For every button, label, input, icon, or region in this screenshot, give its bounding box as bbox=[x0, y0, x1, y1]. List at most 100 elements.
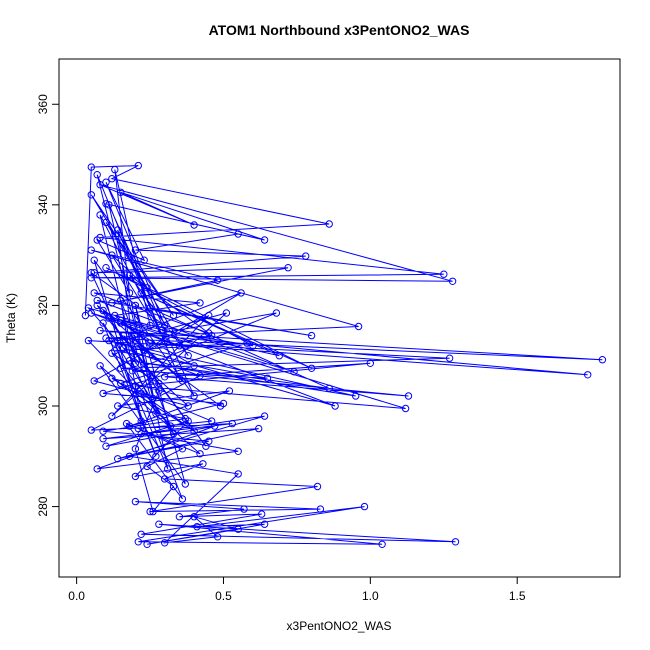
data-point bbox=[134, 161, 143, 170]
data-point bbox=[161, 373, 169, 381]
data-point bbox=[146, 507, 154, 516]
data-point bbox=[84, 336, 93, 345]
data-point bbox=[87, 163, 96, 171]
series-line bbox=[84, 165, 603, 545]
data-point bbox=[228, 419, 237, 428]
data-point bbox=[108, 175, 116, 183]
data-point bbox=[90, 377, 98, 385]
data-point bbox=[125, 289, 134, 297]
data-point bbox=[128, 334, 137, 342]
data-point bbox=[99, 427, 107, 435]
data-point bbox=[445, 354, 454, 362]
data-point bbox=[196, 299, 204, 307]
data-point bbox=[360, 502, 369, 511]
data-point bbox=[114, 336, 122, 345]
data-point bbox=[149, 394, 157, 403]
data-point bbox=[161, 475, 169, 483]
data-point bbox=[90, 289, 98, 297]
data-point bbox=[260, 520, 269, 528]
data-point bbox=[190, 362, 198, 370]
data-point bbox=[166, 422, 175, 430]
data-point bbox=[143, 462, 151, 471]
data-point bbox=[149, 342, 157, 350]
data-point bbox=[111, 165, 119, 174]
data-point bbox=[143, 284, 151, 292]
data-point bbox=[99, 319, 107, 327]
x-tick-label: 1.0 bbox=[362, 589, 379, 603]
data-point bbox=[199, 460, 207, 468]
data-point bbox=[237, 289, 245, 297]
data-point bbox=[96, 362, 104, 370]
data-point bbox=[193, 523, 201, 531]
data-point bbox=[122, 419, 131, 428]
data-point bbox=[169, 430, 178, 438]
data-point bbox=[404, 392, 413, 400]
data-point bbox=[181, 414, 190, 423]
data-point bbox=[125, 271, 134, 279]
data-point bbox=[131, 246, 140, 254]
data-point bbox=[584, 371, 592, 379]
data-point bbox=[137, 417, 145, 425]
series-layer bbox=[81, 161, 607, 548]
data-point bbox=[131, 301, 140, 310]
data-point bbox=[178, 495, 187, 503]
data-point bbox=[307, 331, 316, 340]
y-tick-label: 340 bbox=[36, 195, 50, 215]
data-point bbox=[125, 357, 134, 365]
data-point bbox=[117, 188, 125, 197]
data-point bbox=[208, 331, 216, 340]
data-point bbox=[307, 364, 316, 372]
data-point bbox=[284, 264, 292, 272]
data-point bbox=[143, 540, 151, 548]
data-point bbox=[366, 359, 374, 367]
data-point bbox=[196, 372, 204, 380]
data-point bbox=[102, 218, 110, 227]
data-point bbox=[105, 201, 113, 209]
data-point bbox=[258, 510, 266, 518]
data-point bbox=[208, 417, 216, 425]
data-point bbox=[152, 409, 160, 418]
data-point bbox=[240, 505, 248, 513]
data-point bbox=[272, 309, 281, 317]
data-point bbox=[102, 178, 110, 186]
data-point bbox=[260, 412, 269, 420]
data-point bbox=[102, 264, 110, 272]
data-point bbox=[105, 314, 113, 322]
data-point bbox=[169, 482, 178, 491]
data-point bbox=[137, 389, 145, 398]
data-point bbox=[119, 331, 128, 340]
data-point bbox=[146, 304, 154, 312]
y-tick-label: 280 bbox=[36, 496, 50, 516]
data-point bbox=[155, 379, 163, 388]
y-tick-label: 320 bbox=[36, 295, 50, 315]
data-point bbox=[598, 356, 607, 364]
data-point bbox=[128, 367, 137, 375]
data-point bbox=[134, 538, 143, 546]
data-point bbox=[243, 339, 251, 347]
data-point bbox=[213, 533, 222, 541]
data-point bbox=[131, 472, 140, 481]
data-point bbox=[137, 289, 145, 297]
data-point bbox=[378, 540, 386, 548]
data-point bbox=[234, 525, 242, 533]
data-point bbox=[161, 336, 169, 345]
data-point bbox=[222, 309, 231, 317]
data-point bbox=[190, 392, 198, 400]
data-point bbox=[108, 374, 116, 382]
data-point bbox=[119, 344, 128, 352]
data-point bbox=[181, 480, 190, 488]
data-point bbox=[190, 513, 198, 521]
data-point bbox=[90, 269, 98, 277]
data-point bbox=[137, 530, 145, 538]
data-point bbox=[96, 211, 104, 219]
data-point bbox=[331, 402, 339, 410]
data-point bbox=[117, 364, 125, 372]
data-point bbox=[178, 445, 187, 453]
data-point bbox=[152, 452, 160, 460]
data-point bbox=[155, 387, 163, 395]
data-point bbox=[354, 322, 363, 331]
data-point bbox=[275, 352, 283, 360]
data-point bbox=[260, 236, 269, 244]
data-point bbox=[169, 311, 178, 320]
data-point bbox=[108, 251, 116, 259]
